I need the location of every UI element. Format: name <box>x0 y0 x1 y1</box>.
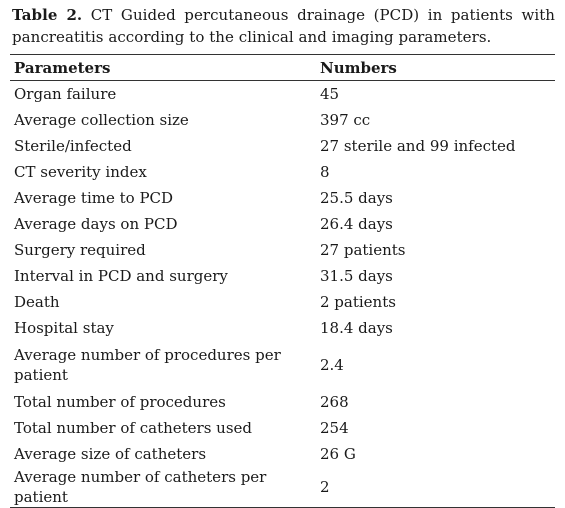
table-row: Sterile/infected 27 sterile and 99 infec… <box>10 133 555 159</box>
table-row: Total number of procedures 268 <box>10 389 555 415</box>
table-row: CT severity index 8 <box>10 159 555 185</box>
table-row: Total number of catheters used 254 <box>10 415 555 441</box>
parameter-cell: Interval in PCD and surgery <box>14 267 228 285</box>
header-numbers: Numbers <box>316 54 555 81</box>
parameter-cell: Average time to PCD <box>14 189 174 207</box>
number-cell: 397 cc <box>320 111 371 129</box>
table-row: Average collection size 397 cc <box>10 107 555 133</box>
parameter-cell: Average collection size <box>14 111 189 129</box>
table-row: Death 2 patients <box>10 289 555 315</box>
number-cell: 26 G <box>320 445 356 463</box>
number-cell: 18.4 days <box>320 319 393 337</box>
parameter-cell: Average size of catheters <box>14 445 207 463</box>
number-cell: 27 sterile and 99 infected <box>320 137 516 155</box>
table-row: Organ failure 45 <box>10 81 555 108</box>
table-row: Surgery required 27 patients <box>10 237 555 263</box>
table-row: Average days on PCD 26.4 days <box>10 211 555 237</box>
parameter-cell: Hospital stay <box>14 319 114 337</box>
parameter-cell: Total number of catheters used <box>14 419 253 437</box>
table-row: Average size of catheters 26 G <box>10 441 555 467</box>
table-caption: Table 2. CT Guided percutaneous drainage… <box>12 4 555 48</box>
parameter-cell: Sterile/infected <box>14 137 132 155</box>
number-cell: 27 patients <box>320 241 406 259</box>
parameter-cell: Surgery required <box>14 241 146 259</box>
parameter-cell: Organ failure <box>14 85 117 103</box>
table-row: Average number of procedures per patient… <box>10 341 555 389</box>
number-cell: 25.5 days <box>320 189 393 207</box>
table-row: Average number of catheters per patient … <box>10 467 555 508</box>
parameter-cell: Average number of procedures per patient <box>14 346 281 384</box>
table-row: Interval in PCD and surgery 31.5 days <box>10 263 555 289</box>
table-caption-text: CT Guided percutaneous drainage (PCD) in… <box>12 6 555 46</box>
number-cell: 45 <box>320 85 340 103</box>
parameters-table: Parameters Numbers Organ failure 45 Aver… <box>10 54 555 508</box>
number-cell: 254 <box>320 419 349 437</box>
number-cell: 2.4 <box>320 356 344 374</box>
table-row: Average time to PCD 25.5 days <box>10 185 555 211</box>
parameter-cell: Average days on PCD <box>14 215 178 233</box>
number-cell: 2 <box>316 467 555 508</box>
parameter-cell: CT severity index <box>14 163 147 181</box>
table-header-row: Parameters Numbers <box>10 54 555 81</box>
header-parameters: Parameters <box>10 54 316 81</box>
table-row: Hospital stay 18.4 days <box>10 315 555 341</box>
number-cell: 8 <box>320 163 330 181</box>
parameter-cell: Total number of procedures <box>14 393 226 411</box>
table-caption-label: Table 2. <box>12 6 83 24</box>
parameter-cell: Average number of catheters per patient <box>10 467 316 508</box>
parameter-cell: Death <box>14 293 60 311</box>
number-cell: 31.5 days <box>320 267 393 285</box>
number-cell: 26.4 days <box>320 215 393 233</box>
number-cell: 268 <box>320 393 349 411</box>
number-cell: 2 patients <box>320 293 396 311</box>
